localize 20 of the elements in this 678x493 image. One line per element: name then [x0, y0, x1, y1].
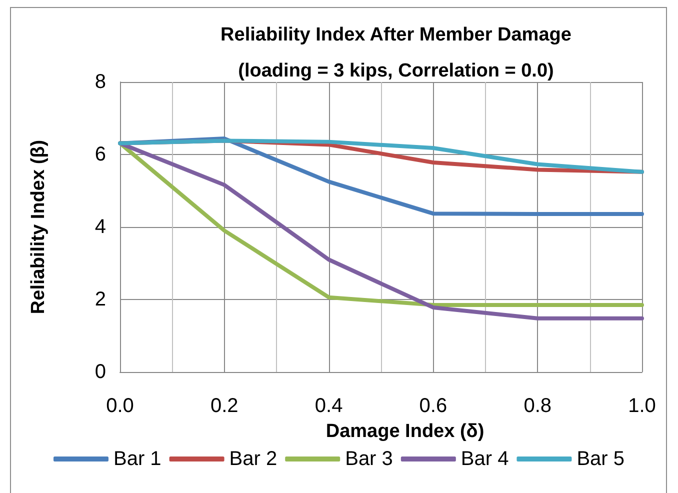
- x-tick-label: 0.6: [419, 395, 448, 417]
- x-tick-label: 1.0: [628, 395, 656, 417]
- x-tick-label: 0.4: [314, 395, 343, 417]
- chart-title: Reliability Index After Member Damage (loading = 3 kips, Correlation = 0.0): [220, 24, 572, 82]
- x-tick-label: 0.0: [106, 395, 134, 417]
- legend-label: Bar 5: [576, 448, 625, 470]
- line-series: [118, 138, 644, 174]
- x-tick-label: 0.2: [210, 395, 238, 417]
- y-tick-label: 6: [94, 144, 106, 166]
- x-tick-label: 0.8: [524, 395, 552, 417]
- y-tick-label: 0: [94, 361, 106, 383]
- y-tick-label: 4: [94, 216, 106, 238]
- y-tick-label: 8: [94, 71, 106, 93]
- legend-label: Bar 4: [460, 448, 509, 470]
- legend-label: Bar 3: [345, 448, 393, 470]
- x-axis-title: Damage Index (δ): [326, 421, 484, 442]
- y-tick-label: 2: [94, 288, 106, 310]
- legend-label: Bar 1: [113, 448, 162, 470]
- y-axis-title: Reliability Index (β): [28, 140, 49, 314]
- legend-label: Bar 2: [229, 448, 278, 470]
